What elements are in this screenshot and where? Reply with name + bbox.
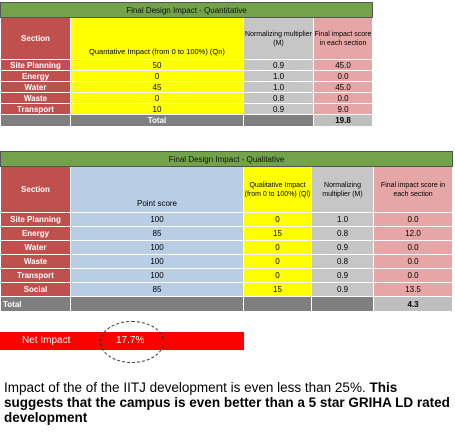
table-row: Waste 0 0.8 0.0 xyxy=(0,92,373,104)
table-row: Waste 100 0 0.8 0.0 xyxy=(0,254,454,269)
qual-points-cell: 85 xyxy=(70,226,244,241)
row-label: Energy xyxy=(0,70,71,82)
table-row: Transport 100 0 0.9 0.0 xyxy=(0,268,454,283)
table-row: Social 85 15 0.9 13.5 xyxy=(0,282,454,297)
quantitative-title: Final Design Impact - Quantitative xyxy=(0,2,373,18)
highlight-ellipse xyxy=(100,321,164,363)
total-spacer xyxy=(0,114,71,127)
quant-header-section: Section xyxy=(0,17,71,60)
quant-score-cell: 45.0 xyxy=(313,81,373,93)
qual-header-section: Section xyxy=(0,166,71,213)
quant-score-cell: 0.0 xyxy=(313,70,373,82)
qual-multiplier-cell: 0.8 xyxy=(311,254,374,269)
row-label: Social xyxy=(0,282,71,297)
qual-multiplier-cell: 1.0 xyxy=(311,212,374,227)
quant-total-value: 19.8 xyxy=(313,114,373,127)
qual-points-cell: 100 xyxy=(70,240,244,255)
row-label: Energy xyxy=(0,226,71,241)
row-label: Waste xyxy=(0,254,71,269)
qual-points-cell: 100 xyxy=(70,212,244,227)
row-label: Waste xyxy=(0,92,71,104)
qual-header-multiplier: Normalizing multiplier (M) xyxy=(311,166,374,213)
table-row: Site Planning 100 0 1.0 0.0 xyxy=(0,212,454,227)
qual-score-cell: 0.0 xyxy=(372,212,454,227)
quant-multiplier-cell: 1.0 xyxy=(243,81,314,93)
qual-score-cell: 12.0 xyxy=(372,226,454,241)
row-label: Site Planning xyxy=(0,212,71,227)
total-row: Total 4.3 xyxy=(0,296,454,312)
quant-multiplier-cell: 1.0 xyxy=(243,70,314,82)
row-label: Transport xyxy=(0,103,71,115)
quant-multiplier-cell: 0.9 xyxy=(243,59,314,71)
quant-score-cell: 45.0 xyxy=(313,59,373,71)
table-row: Transport 10 0.9 9.0 xyxy=(0,103,373,115)
qual-impact-cell: 0 xyxy=(243,268,312,283)
table-row: Energy 0 1.0 0.0 xyxy=(0,70,373,82)
qual-impact-cell: 15 xyxy=(243,226,312,241)
qual-points-cell: 85 xyxy=(70,282,244,297)
qual-impact-cell: 15 xyxy=(243,282,312,297)
quant-score-cell: 0.0 xyxy=(313,92,373,104)
qual-score-cell: 0.0 xyxy=(372,240,454,255)
total-spacer xyxy=(243,114,314,127)
quant-multiplier-cell: 0.8 xyxy=(243,92,314,104)
quant-header-impact: Quantative Impact (from 0 to 100%) (Qn) xyxy=(70,17,244,60)
total-row: Total 19.8 xyxy=(0,114,373,127)
qual-header-impact: Qualitative Impact (from 0 to 100%) (Ql) xyxy=(243,166,312,213)
qual-impact-cell: 0 xyxy=(243,254,312,269)
quant-header-score: Final impact score in each section xyxy=(313,17,373,60)
net-impact-label: Net Impact xyxy=(22,335,71,346)
total-label: Total xyxy=(70,114,244,127)
quantitative-table: Final Design Impact - Quantitative Secti… xyxy=(0,2,373,127)
row-label: Water xyxy=(0,240,71,255)
table-row: Water 45 1.0 45.0 xyxy=(0,81,373,93)
table-row: Site Planning 50 0.9 45.0 xyxy=(0,59,373,71)
caption-plain: Impact of the of the IITJ development is… xyxy=(4,380,366,395)
row-label: Water xyxy=(0,81,71,93)
table-row: Water 100 0 0.9 0.0 xyxy=(0,240,454,255)
quant-impact-cell: 45 xyxy=(70,81,244,93)
total-spacer xyxy=(243,296,312,312)
caption-paragraph: Impact of the of the IITJ development is… xyxy=(4,380,450,425)
quant-impact-cell: 0 xyxy=(70,92,244,104)
qual-total-value: 4.3 xyxy=(372,296,454,312)
qual-points-cell: 100 xyxy=(70,254,244,269)
qual-score-cell: 0.0 xyxy=(372,254,454,269)
caption-bold: This suggests that the campus is even be… xyxy=(4,380,450,425)
quant-header-multiplier: Normalizing multiplier (M) xyxy=(243,17,314,60)
qual-multiplier-cell: 0.9 xyxy=(311,240,374,255)
quant-score-cell: 9.0 xyxy=(313,103,373,115)
qual-header-score: Final impact score in each section xyxy=(372,166,454,213)
row-label: Transport xyxy=(0,268,71,283)
total-spacer xyxy=(70,296,244,312)
qual-header-points: Point score xyxy=(70,166,244,213)
qualitative-table: Final Design Impact - Qualitative Sectio… xyxy=(0,151,454,312)
total-label: Total xyxy=(0,296,71,312)
quant-impact-cell: 0 xyxy=(70,70,244,82)
quant-multiplier-cell: 0.9 xyxy=(243,103,314,115)
qualitative-title: Final Design Impact - Qualitative xyxy=(0,151,454,167)
quant-impact-cell: 10 xyxy=(70,103,244,115)
row-label: Site Planning xyxy=(0,59,71,71)
qual-score-cell: 13.5 xyxy=(372,282,454,297)
total-spacer xyxy=(311,296,374,312)
qual-impact-cell: 0 xyxy=(243,212,312,227)
qual-score-cell: 0.0 xyxy=(372,268,454,283)
table-row: Energy 85 15 0.8 12.0 xyxy=(0,226,454,241)
qual-multiplier-cell: 0.8 xyxy=(311,226,374,241)
qual-impact-cell: 0 xyxy=(243,240,312,255)
qual-points-cell: 100 xyxy=(70,268,244,283)
qual-multiplier-cell: 0.9 xyxy=(311,268,374,283)
qual-multiplier-cell: 0.9 xyxy=(311,282,374,297)
quant-impact-cell: 50 xyxy=(70,59,244,71)
